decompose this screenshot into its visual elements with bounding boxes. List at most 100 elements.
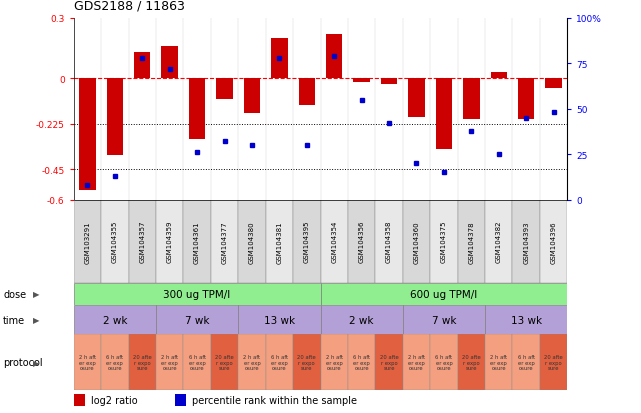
Bar [430, 335, 458, 390]
Bar [540, 335, 567, 390]
Text: 7 wk: 7 wk [431, 315, 456, 325]
Bar [106, 79, 123, 156]
Text: 6 h aft
er exp
osure: 6 h aft er exp osure [353, 354, 370, 370]
Text: 20 afte
r expo
sure: 20 afte r expo sure [379, 354, 399, 370]
Bar [485, 335, 512, 390]
Text: GSM104356: GSM104356 [358, 221, 365, 263]
Bar [320, 283, 567, 306]
Bar [403, 200, 430, 283]
Text: 20 afte
r expo
sure: 20 afte r expo sure [297, 354, 316, 370]
Text: 2 h aft
er exp
osure: 2 h aft er exp osure [326, 354, 343, 370]
Bar [376, 200, 403, 283]
Bar [463, 79, 479, 119]
Text: GSM104359: GSM104359 [167, 221, 172, 263]
Bar [512, 200, 540, 283]
Text: 20 afte
r expo
sure: 20 afte r expo sure [215, 354, 234, 370]
Text: 20 afte
r expo
sure: 20 afte r expo sure [544, 354, 563, 370]
Text: 13 wk: 13 wk [264, 315, 295, 325]
Text: GSM104357: GSM104357 [139, 221, 146, 263]
Text: 2 h aft
er exp
osure: 2 h aft er exp osure [244, 354, 260, 370]
Bar [74, 200, 101, 283]
Bar [238, 335, 265, 390]
Bar [518, 79, 535, 119]
Text: percentile rank within the sample: percentile rank within the sample [192, 395, 357, 405]
Text: GDS2188 / 11863: GDS2188 / 11863 [74, 0, 185, 13]
Text: GSM104382: GSM104382 [495, 221, 502, 263]
Bar [320, 200, 348, 283]
Text: 2 h aft
er exp
osure: 2 h aft er exp osure [408, 354, 425, 370]
Bar [271, 39, 288, 79]
Text: 20 afte
r expo
sure: 20 afte r expo sure [462, 354, 481, 370]
Bar [403, 306, 485, 335]
Text: GSM103291: GSM103291 [85, 221, 90, 263]
Bar [320, 306, 403, 335]
Bar [244, 79, 260, 114]
Bar [74, 394, 85, 406]
Bar [376, 335, 403, 390]
Bar [174, 394, 187, 406]
Text: 6 h aft
er exp
osure: 6 h aft er exp osure [435, 354, 453, 370]
Text: GSM104377: GSM104377 [222, 221, 228, 263]
Text: 6 h aft
er exp
osure: 6 h aft er exp osure [517, 354, 535, 370]
Text: ▶: ▶ [33, 290, 40, 299]
Text: 20 afte
r expo
sure: 20 afte r expo sure [133, 354, 152, 370]
Bar [299, 79, 315, 105]
Bar [156, 200, 183, 283]
Bar [183, 200, 211, 283]
Text: ▶: ▶ [33, 316, 40, 325]
Bar [74, 306, 156, 335]
Bar [134, 53, 151, 79]
Text: 2 h aft
er exp
osure: 2 h aft er exp osure [161, 354, 178, 370]
Bar [129, 200, 156, 283]
Bar [545, 79, 562, 89]
Bar [320, 335, 348, 390]
Bar [211, 335, 238, 390]
Text: 7 wk: 7 wk [185, 315, 210, 325]
Text: ▶: ▶ [33, 358, 40, 367]
Text: GSM104393: GSM104393 [523, 221, 529, 263]
Text: 6 h aft
er exp
osure: 6 h aft er exp osure [188, 354, 206, 370]
Text: GSM104381: GSM104381 [276, 221, 283, 263]
Bar [348, 200, 376, 283]
Bar [74, 335, 101, 390]
Text: 2 wk: 2 wk [103, 315, 127, 325]
Bar [490, 73, 507, 79]
Text: 6 h aft
er exp
osure: 6 h aft er exp osure [271, 354, 288, 370]
Text: 300 ug TPM/l: 300 ug TPM/l [163, 289, 231, 299]
Bar [403, 335, 430, 390]
Bar [101, 200, 129, 283]
Text: 2 wk: 2 wk [349, 315, 374, 325]
Bar [326, 35, 342, 79]
Bar [458, 200, 485, 283]
Bar [162, 47, 178, 79]
Bar [512, 335, 540, 390]
Text: 2 h aft
er exp
osure: 2 h aft er exp osure [490, 354, 507, 370]
Bar [348, 335, 376, 390]
Bar [293, 335, 320, 390]
Bar [238, 306, 320, 335]
Bar [293, 200, 320, 283]
Text: GSM104361: GSM104361 [194, 221, 200, 263]
Text: GSM104355: GSM104355 [112, 221, 118, 263]
Bar [129, 335, 156, 390]
Text: GSM104360: GSM104360 [413, 221, 419, 263]
Bar [183, 335, 211, 390]
Bar [485, 200, 512, 283]
Bar [485, 306, 567, 335]
Bar [216, 79, 233, 100]
Text: protocol: protocol [3, 357, 43, 368]
Text: dose: dose [3, 289, 26, 299]
Bar [540, 200, 567, 283]
Text: 6 h aft
er exp
osure: 6 h aft er exp osure [106, 354, 124, 370]
Bar [74, 283, 320, 306]
Text: GSM104375: GSM104375 [441, 221, 447, 263]
Text: 600 ug TPM/l: 600 ug TPM/l [410, 289, 478, 299]
Bar [156, 335, 183, 390]
Bar [238, 200, 265, 283]
Text: GSM104396: GSM104396 [551, 221, 556, 263]
Text: GSM104395: GSM104395 [304, 221, 310, 263]
Text: 13 wk: 13 wk [511, 315, 542, 325]
Text: 2 h aft
er exp
osure: 2 h aft er exp osure [79, 354, 96, 370]
Bar [436, 79, 452, 150]
Text: GSM104354: GSM104354 [331, 221, 337, 263]
